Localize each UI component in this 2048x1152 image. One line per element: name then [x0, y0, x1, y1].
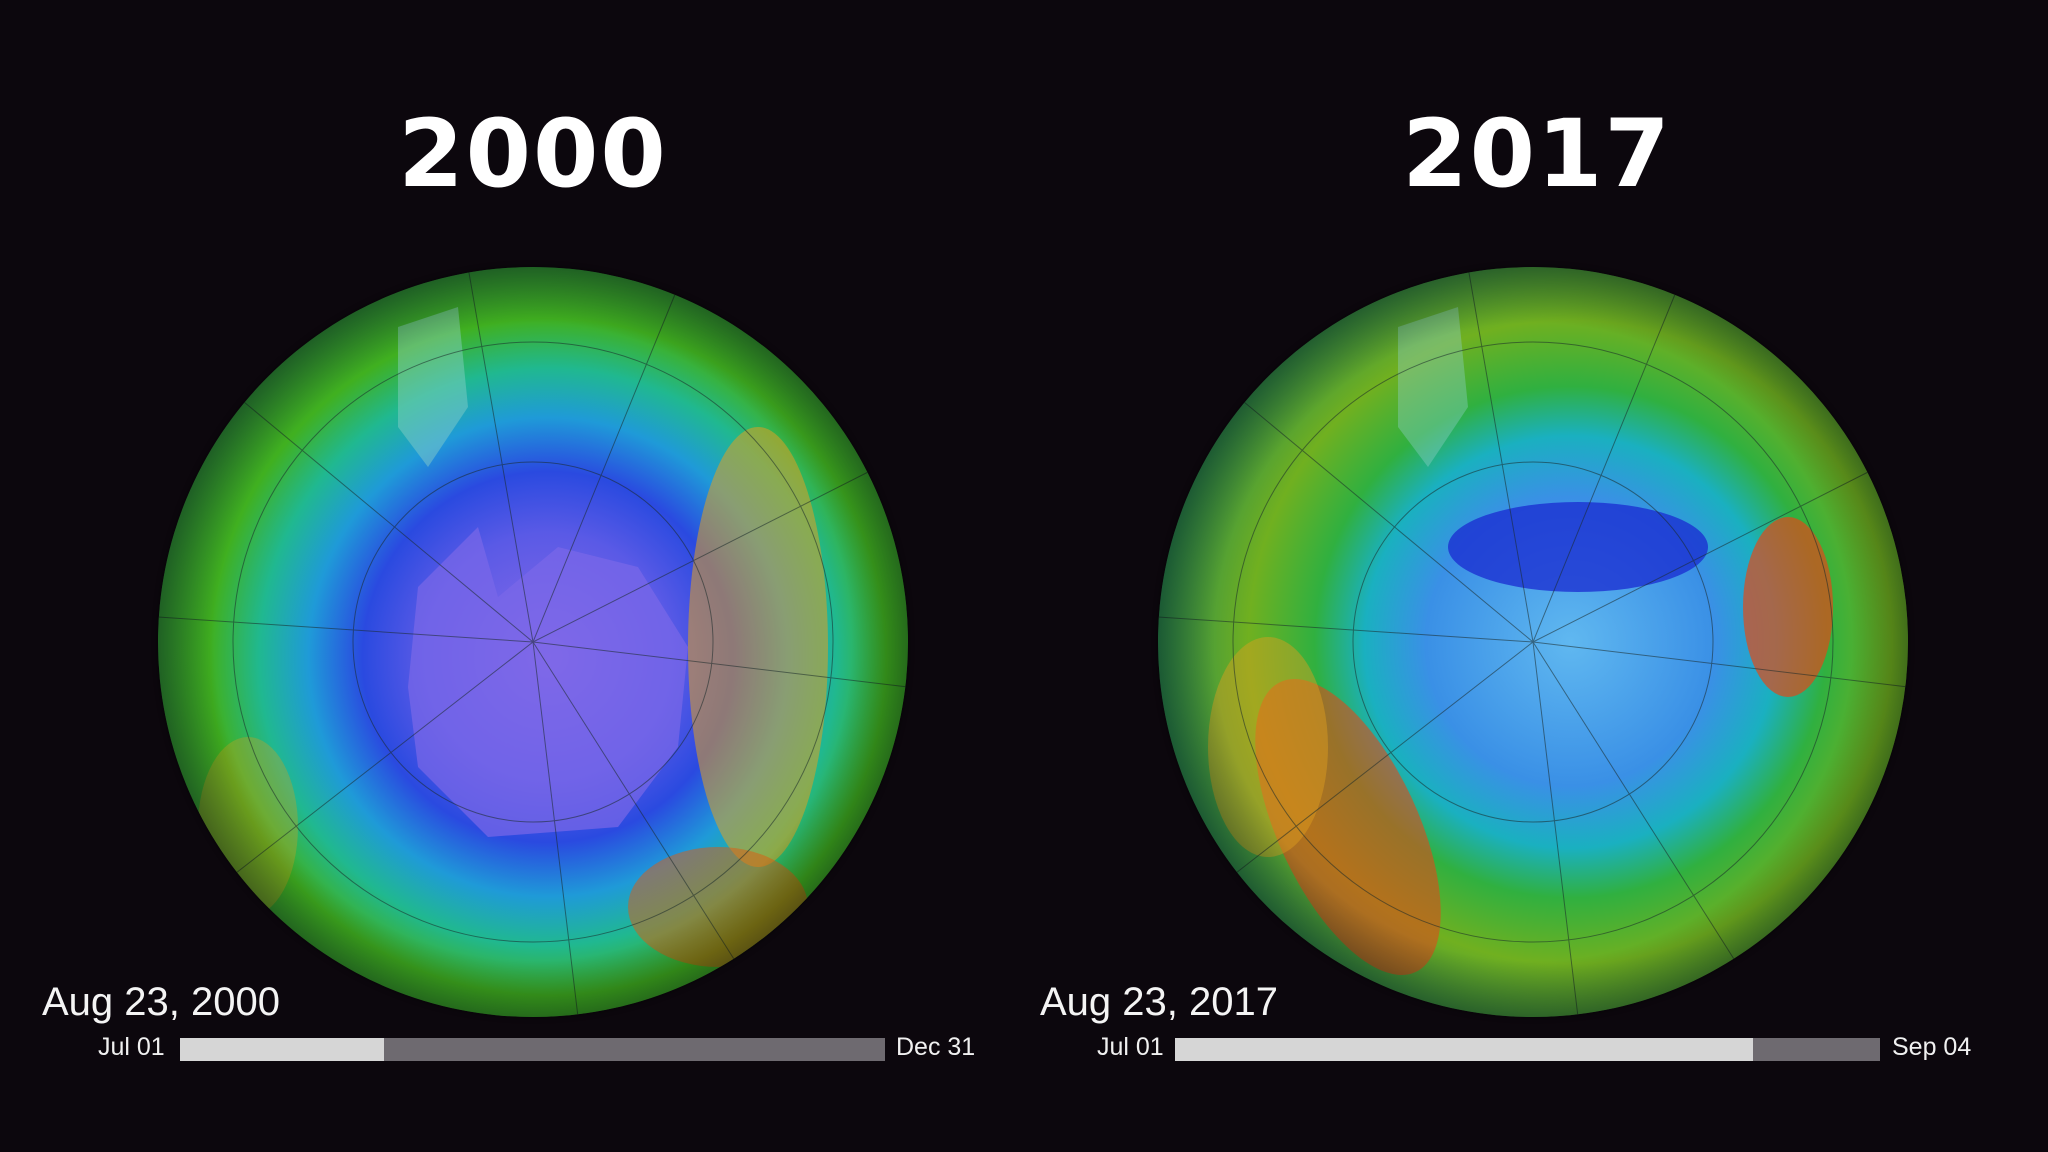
date-label-2000: Aug 23, 2000 — [42, 980, 280, 1024]
timeline-start-2017: Jul 01 — [1097, 1033, 1164, 1061]
year-title-2017: 2017 — [1402, 100, 1672, 209]
date-label-2017: Aug 23, 2017 — [1040, 980, 1278, 1024]
timeline-end-2017: Sep 04 — [1892, 1033, 1972, 1061]
timeline-progress-2000 — [180, 1038, 385, 1061]
timeline-start-2000: Jul 01 — [98, 1033, 165, 1061]
timeline-track-2017[interactable] — [1175, 1038, 1880, 1061]
timeline-track-2000[interactable] — [180, 1038, 885, 1061]
timeline-end-2000: Dec 31 — [896, 1033, 976, 1061]
timeline-progress-2017 — [1175, 1038, 1754, 1061]
ozone-globe-2000 — [158, 267, 908, 1017]
year-title-2000: 2000 — [398, 100, 668, 209]
ozone-globe-2017 — [1158, 267, 1908, 1017]
